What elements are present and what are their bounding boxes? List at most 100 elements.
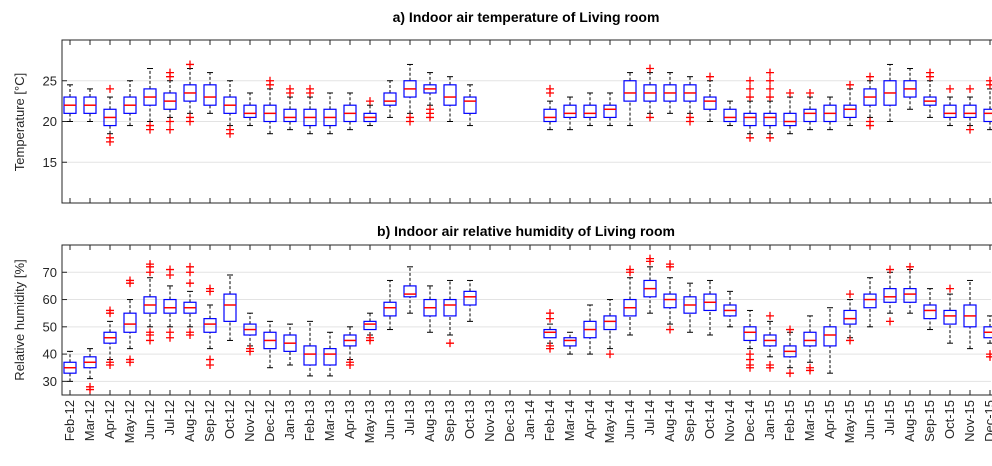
outlier bbox=[306, 88, 314, 97]
y-tick-label: 60 bbox=[43, 292, 57, 307]
outlier bbox=[286, 88, 294, 97]
outlier bbox=[226, 129, 234, 138]
outlier bbox=[786, 325, 794, 334]
outlier bbox=[966, 84, 974, 93]
outlier bbox=[986, 80, 992, 89]
y-tick-label: 30 bbox=[43, 374, 57, 389]
box bbox=[603, 315, 617, 331]
outlier bbox=[166, 117, 174, 126]
x-tick-label: Oct-12 bbox=[222, 400, 237, 439]
x-tick-label: Dec-13 bbox=[502, 400, 517, 442]
outlier bbox=[366, 97, 374, 106]
box bbox=[443, 84, 457, 106]
box bbox=[583, 104, 597, 119]
box bbox=[943, 309, 957, 325]
box bbox=[203, 84, 217, 106]
outlier bbox=[186, 60, 194, 69]
outlier bbox=[546, 341, 554, 350]
x-tick-label: Sep-15 bbox=[922, 400, 937, 442]
box bbox=[883, 288, 897, 303]
outlier bbox=[166, 265, 174, 274]
outlier bbox=[766, 76, 774, 85]
box bbox=[383, 301, 397, 317]
x-tick-label: Jun-15 bbox=[862, 400, 877, 440]
x-tick-label: Mar-14 bbox=[562, 400, 577, 441]
outlier bbox=[146, 328, 154, 337]
outlier bbox=[186, 279, 194, 288]
box bbox=[443, 298, 457, 317]
outlier bbox=[646, 254, 654, 263]
outlier bbox=[766, 363, 774, 372]
box bbox=[663, 293, 677, 309]
box bbox=[163, 298, 177, 314]
outlier bbox=[426, 113, 434, 122]
box bbox=[943, 104, 957, 119]
box bbox=[543, 328, 557, 339]
x-tick-label: Feb-13 bbox=[302, 400, 317, 441]
outlier bbox=[106, 306, 114, 315]
x-tick-label: Nov-13 bbox=[482, 400, 497, 442]
box bbox=[863, 293, 877, 309]
outlier bbox=[546, 84, 554, 93]
outlier bbox=[766, 68, 774, 77]
box bbox=[603, 104, 617, 119]
box bbox=[803, 331, 817, 347]
x-tick-label: Jul-14 bbox=[642, 400, 657, 435]
y-tick-label: 15 bbox=[43, 155, 57, 170]
outlier bbox=[806, 363, 814, 372]
outlier bbox=[986, 352, 992, 361]
outlier bbox=[126, 276, 134, 285]
box bbox=[703, 96, 717, 110]
x-tick-label: Apr-13 bbox=[342, 400, 357, 439]
outlier bbox=[606, 350, 614, 359]
chart-title: b) Indoor air relative humidity of Livin… bbox=[377, 223, 675, 239]
x-tick-label: Mar-15 bbox=[802, 400, 817, 441]
box bbox=[723, 108, 737, 123]
x-tick-label: May-15 bbox=[842, 400, 857, 443]
x-tick-label: Oct-14 bbox=[702, 400, 717, 439]
y-tick-label: 25 bbox=[43, 73, 57, 88]
y-axis-label: Relative humidity [%] bbox=[12, 259, 27, 380]
box bbox=[543, 108, 557, 123]
y-tick-label: 40 bbox=[43, 347, 57, 362]
outlier bbox=[746, 76, 754, 85]
outlier bbox=[86, 382, 94, 391]
outlier bbox=[266, 80, 274, 89]
y-tick-label: 50 bbox=[43, 319, 57, 334]
x-tick-label: Feb-14 bbox=[542, 400, 557, 441]
box bbox=[963, 104, 977, 119]
box bbox=[743, 112, 757, 127]
outlier bbox=[166, 68, 174, 77]
x-tick-label: Jul-12 bbox=[162, 400, 177, 435]
plot-area bbox=[62, 245, 991, 395]
outlier bbox=[106, 137, 114, 146]
box bbox=[803, 108, 817, 123]
box bbox=[383, 92, 397, 106]
box bbox=[743, 326, 757, 342]
outlier bbox=[906, 262, 914, 271]
box bbox=[623, 80, 637, 102]
box bbox=[463, 290, 477, 306]
outlier bbox=[546, 309, 554, 318]
box bbox=[903, 288, 917, 303]
outlier bbox=[626, 265, 634, 274]
outlier bbox=[666, 325, 674, 334]
outlier bbox=[106, 84, 114, 93]
outlier bbox=[646, 113, 654, 122]
outlier bbox=[106, 361, 114, 369]
x-tick-label: Sep-13 bbox=[442, 400, 457, 442]
box bbox=[563, 337, 577, 347]
x-tick-label: Apr-15 bbox=[822, 400, 837, 439]
outlier bbox=[206, 287, 214, 296]
box bbox=[463, 96, 477, 114]
x-tick-label: Dec-14 bbox=[742, 400, 757, 442]
outlier bbox=[146, 336, 154, 345]
outlier bbox=[746, 363, 754, 372]
x-tick-label: Dec-12 bbox=[262, 400, 277, 442]
outlier bbox=[146, 121, 154, 130]
outlier bbox=[946, 284, 954, 293]
box bbox=[783, 112, 797, 127]
outlier bbox=[186, 117, 194, 126]
outlier bbox=[926, 72, 934, 81]
